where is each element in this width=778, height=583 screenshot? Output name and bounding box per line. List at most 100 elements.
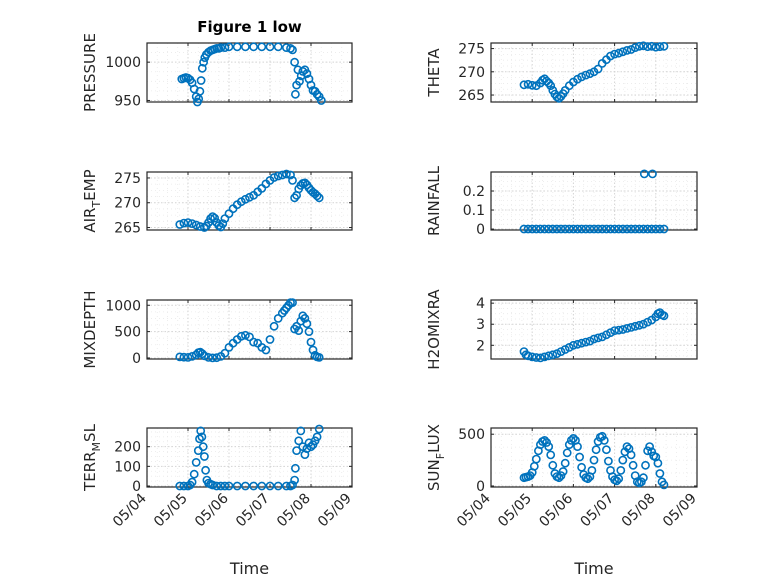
data-point — [288, 175, 297, 185]
data-point — [302, 319, 312, 329]
data-point — [573, 442, 582, 451]
data-point — [281, 169, 291, 179]
data-point — [197, 63, 207, 73]
data-point — [302, 69, 312, 78]
data-point — [195, 86, 205, 96]
data-point — [216, 481, 226, 491]
data-point — [544, 442, 554, 451]
y-tick-label: 2 — [476, 338, 485, 354]
data-point — [643, 42, 652, 52]
axes-frame — [146, 299, 353, 360]
data-point — [634, 320, 644, 330]
data-point — [306, 80, 316, 90]
y-axis-label: SUNFLUX — [425, 424, 447, 491]
axes-frame — [490, 427, 698, 488]
data-point — [552, 224, 562, 234]
data-point — [606, 224, 615, 234]
data-point — [527, 80, 537, 90]
data-point — [210, 213, 219, 223]
data-point — [540, 352, 549, 362]
data-point — [306, 442, 316, 452]
data-point — [583, 474, 593, 484]
data-point — [639, 473, 648, 483]
data-point — [269, 321, 279, 331]
data-point — [628, 460, 638, 470]
subplot-sun-flux: 0 500 SUNFLUX 05/04 05/05 05/06 05/07 05/08 05/0… — [425, 424, 700, 578]
data-point — [183, 218, 193, 227]
data-point — [639, 319, 648, 329]
data-point — [618, 455, 628, 465]
y-tick-label: 265 — [114, 221, 141, 237]
data-point — [206, 214, 215, 223]
data-point — [314, 424, 324, 434]
y-tick-label: 200 — [114, 440, 141, 456]
data-point — [195, 222, 205, 231]
data-point — [290, 89, 300, 99]
y-tick-label: 265 — [458, 88, 485, 104]
data-point — [249, 337, 258, 347]
axes-frame — [146, 42, 353, 103]
data-point — [290, 475, 299, 485]
y-axis-label-subscript: T — [90, 201, 103, 209]
y-axis-label: RAINFALL — [425, 165, 443, 236]
y-tick-label: 1000 — [105, 298, 141, 314]
data-point — [308, 345, 318, 355]
data-point — [569, 433, 578, 443]
data-point — [191, 220, 201, 230]
data-point — [540, 435, 549, 445]
data-point — [622, 46, 632, 55]
data-point — [175, 220, 185, 229]
data-point — [639, 224, 648, 234]
subplot-terr-msl: 0 100 200 TERRMSL 05/04 05/05 05/06 05/07 05/08 0… — [81, 423, 355, 578]
data-point — [245, 192, 254, 202]
data-point — [198, 442, 208, 452]
data-point — [626, 450, 636, 460]
data-point — [614, 224, 624, 234]
data-point — [208, 353, 217, 363]
data-point — [249, 481, 258, 491]
data-point — [630, 43, 640, 52]
data-point — [558, 467, 568, 476]
data-point — [655, 224, 665, 234]
y-axis-label-part: EMP — [81, 169, 99, 200]
subplot-h2omixra: 2 3 4 H2OMIXRA — [425, 289, 698, 370]
data-point — [298, 442, 308, 452]
data-point — [273, 313, 283, 323]
data-point — [204, 352, 213, 362]
data-point — [548, 460, 558, 470]
data-point — [626, 224, 636, 234]
data-point — [220, 481, 230, 491]
subplot-rainfall: 0 0.1 0.2 RAINFALL — [425, 165, 698, 238]
data-point — [610, 224, 619, 234]
y-tick-label: 950 — [114, 93, 141, 109]
data-point — [548, 350, 558, 360]
data-point — [645, 442, 654, 451]
y-tick-label: 500 — [114, 325, 141, 341]
subplot-pressure: 950 1000 PRESSURE Figure 1 low — [81, 18, 353, 112]
data-point — [240, 42, 250, 52]
data-point — [288, 45, 297, 55]
data-point — [201, 465, 210, 475]
data-point — [544, 224, 554, 234]
data-point — [618, 224, 628, 234]
x-axis-label: Time — [229, 559, 269, 578]
subplot-air-temp: 265 270 275 AIRTEMP — [81, 169, 353, 237]
data-point — [199, 452, 209, 461]
x-tick-label: 05/08 — [274, 491, 314, 531]
data-point — [651, 224, 661, 234]
y-axis-label: AIRTEMP — [81, 169, 103, 232]
data-point — [273, 481, 283, 491]
data-point — [183, 352, 193, 362]
data-point — [637, 477, 646, 487]
data-point — [224, 481, 234, 491]
data-point — [659, 41, 669, 51]
y-tick-label: 0.1 — [463, 203, 485, 219]
data-point — [208, 212, 217, 221]
data-point — [273, 171, 283, 181]
data-point — [187, 351, 197, 361]
data-point — [641, 460, 650, 470]
data-point — [639, 41, 648, 51]
data-point — [575, 452, 584, 462]
data-point — [232, 42, 242, 52]
